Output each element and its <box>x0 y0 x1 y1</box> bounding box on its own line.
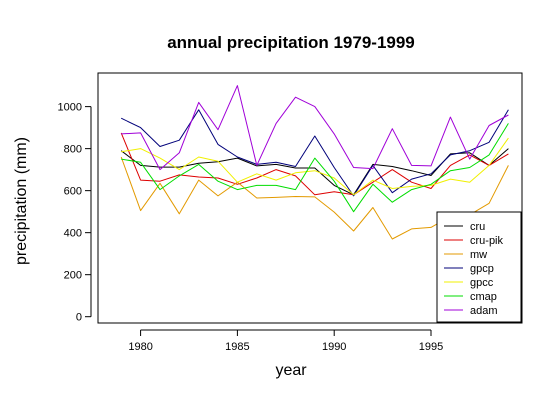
y-tick-label: 600 <box>64 186 82 198</box>
y-tick-label: 0 <box>76 312 82 324</box>
x-axis-title: year <box>275 362 307 379</box>
legend-label-cmap: cmap <box>470 291 497 303</box>
chart-title: annual precipitation 1979-1999 <box>167 33 415 52</box>
legend-label-cru: cru <box>470 221 485 233</box>
legend-label-gpcp: gpcp <box>470 263 494 275</box>
series-line-adam <box>121 85 509 171</box>
y-axis-title: precipitation (mm) <box>13 137 30 265</box>
x-tick-label: 1985 <box>225 341 249 353</box>
legend-label-adam: adam <box>470 305 498 317</box>
plot-area <box>97 72 523 324</box>
series-line-gpcp <box>120 109 509 197</box>
legend-label-gpcc: gpcc <box>470 277 494 289</box>
series-line-cru-pik <box>120 132 509 196</box>
legend: cru cru-pik mw gpcp gpcc cmap adam <box>436 211 522 323</box>
y-axis: 0 200 400 600 800 1000 <box>58 102 92 324</box>
x-tick-label: 1980 <box>128 341 152 353</box>
y-tick-label: 1000 <box>58 102 82 114</box>
series-line-gpcc <box>121 137 509 196</box>
legend-box <box>436 211 522 323</box>
x-tick-label: 1995 <box>419 341 443 353</box>
legend-label-mw: mw <box>470 249 487 261</box>
y-tick-label: 800 <box>64 144 82 156</box>
x-axis: 1980 1985 1990 1995 <box>128 329 443 353</box>
series-line-cmap <box>121 123 509 213</box>
y-tick-label: 200 <box>64 270 82 282</box>
legend-label-cru-pik: cru-pik <box>470 235 504 247</box>
y-tick-label: 400 <box>64 228 82 240</box>
x-tick-label: 1990 <box>322 341 346 353</box>
